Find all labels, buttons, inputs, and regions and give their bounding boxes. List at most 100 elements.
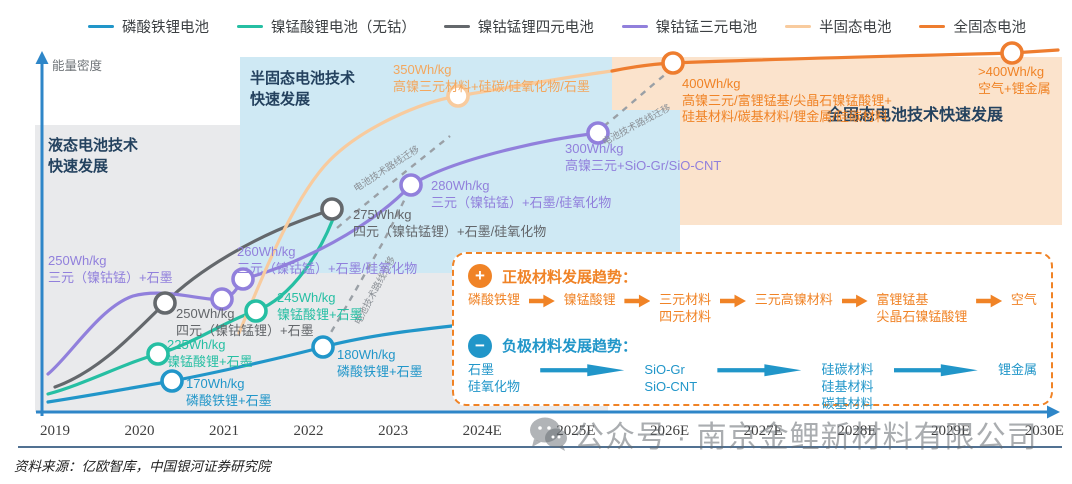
- material-solid-400-line2: 硅基材料/碳基材料/锂金属/硅碳材料: [682, 109, 888, 125]
- legend-item-quad: 镍钴锰锂四元电池: [443, 16, 594, 37]
- migration-dashed-line-3: [603, 72, 668, 127]
- x-axis-arrowhead: [1047, 405, 1060, 419]
- material-lfp-170: 磷酸铁锂+石墨: [186, 392, 272, 408]
- year-tick: 2030E: [1024, 423, 1064, 439]
- legend-label-semi: 半固态电池: [819, 20, 892, 36]
- year-tick: 2024E: [462, 423, 502, 439]
- anode-step-4: 锂金属: [998, 362, 1037, 379]
- year-tick: 2026E: [649, 423, 690, 439]
- point-label-lfp-170: 170Wh/kg 磷酸铁锂+石墨: [186, 376, 272, 409]
- year-tick: 2029E: [931, 423, 971, 439]
- marker-solid-400: [661, 51, 685, 75]
- cathode-step-4-line1: 三元高镍材料: [754, 292, 833, 307]
- legend-item-solid: 全固态电池: [919, 16, 1026, 37]
- source-note: 资料来源：亿欧智库，中国银河证券研究院: [14, 459, 271, 474]
- value-solid-400: 400Wh/kg: [682, 76, 741, 91]
- point-label-semi-350: 350Wh/kg 高镍三元材料+硅碳/硅氧化物/石墨: [393, 62, 590, 95]
- point-label-solid-400: 400Wh/kg 高镍三元/富锂锰基/尖晶石镍锰酸锂+ 硅基材料/碳基材料/锂金…: [682, 76, 892, 126]
- migration-dashed-line-2: [336, 135, 451, 229]
- right-arrow-icon: [528, 294, 555, 308]
- marker-semi-350: [446, 84, 470, 108]
- curve-semi-solid: [237, 69, 614, 335]
- anode-step-3: 硅碳材料 硅基材料 碳基材料: [822, 362, 874, 413]
- year-tick: 2027E: [743, 423, 783, 439]
- point-label-lnmo-225: 225Wh/kg 镍锰酸锂+石墨: [167, 337, 253, 370]
- right-arrow-icon: [540, 364, 625, 377]
- right-arrow-icon: [976, 294, 1003, 308]
- cathode-step-1: 磷酸铁锂: [468, 292, 520, 309]
- material-solid-400plus: 空气+锂金属: [978, 80, 1051, 96]
- phase-label-solid: 全固态电池技术快速发展: [827, 105, 1003, 127]
- plus-icon: +: [468, 264, 492, 288]
- wechat-icon: [530, 417, 567, 451]
- anode-step-2: SiO-Gr SiO-CNT: [644, 362, 697, 396]
- anode-step-4-line1: 锂金属: [997, 361, 1037, 377]
- watermark-text: 公众号 · 南京金鲤新材料有限公司: [574, 421, 1038, 454]
- legend-swatch-lnmo: [236, 24, 263, 29]
- material-ncm-280: 三元（镍钴锰）+石墨/硅氧化物: [431, 194, 612, 210]
- right-arrow-icon: [719, 294, 746, 308]
- watermark: 公众号 · 南京金鲤新材料有限公司: [528, 412, 1038, 456]
- value-lnmo-225: 225Wh/kg: [167, 337, 226, 352]
- legend-label-solid: 全固态电池: [953, 20, 1026, 36]
- phase-semi-line1: 半固态电池技术: [250, 70, 356, 87]
- legend-swatch-ncm: [621, 24, 648, 29]
- anode-title-row: − 负极材料发展趋势：: [468, 332, 1037, 360]
- region-semi-solid-battery-patch: [612, 110, 680, 273]
- marker-lnmo-225: [146, 342, 170, 366]
- material-lnmo-225: 镍锰酸锂+石墨: [167, 353, 253, 369]
- cathode-trend-title: 正极材料发展趋势：: [502, 268, 638, 286]
- material-ncm-300: 高镍三元+SiO-Gr/SiO-CNT: [565, 157, 722, 173]
- marker-ncm-300: [586, 121, 610, 145]
- legend-label-lnmo: 镍锰酸锂电池（无钴）: [270, 20, 416, 36]
- material-semi-350: 高镍三元材料+硅碳/硅氧化物/石墨: [393, 78, 590, 94]
- right-arrow-icon: [893, 364, 978, 377]
- curve-lfp: [46, 324, 454, 404]
- anode-step-1-line1: 石墨: [468, 361, 495, 377]
- marker-ncm-250: [210, 287, 234, 311]
- footer-separator-line: [18, 446, 1062, 448]
- cathode-step-5-line1: 富锂锰基: [876, 292, 929, 307]
- anode-step-3-line3: 碳基材料: [821, 395, 874, 411]
- marker-lfp-180: [311, 335, 335, 359]
- marker-lfp-170: [160, 369, 184, 393]
- migration-dashed-line-1: [323, 190, 411, 343]
- cathode-step-6: 空气: [1011, 292, 1037, 309]
- material-quad-275: 四元（镍钴锰锂）+石墨/硅氧化物: [353, 223, 547, 239]
- x-axis-tick-labels: 2019 2020 2021 2022 2023 2024E 2025E 202…: [40, 423, 1064, 440]
- legend-label-ncm: 镍钴锰三元电池: [655, 20, 758, 36]
- legend-label-quad: 镍钴锰锂四元电池: [477, 20, 594, 36]
- point-label-ncm-260: 260Wh/kg 三元（镍钴锰）+石墨/硅氧化物: [237, 244, 417, 277]
- material-trend-box: + 正极材料发展趋势： 磷酸铁锂 镍锰酸锂 三元材料 四元材料 三元高镍材料 富…: [452, 252, 1053, 411]
- point-label-solid-400plus: >400Wh/kg 空气+锂金属: [978, 64, 1051, 97]
- legend-swatch-quad: [443, 24, 470, 29]
- material-solid-400-line1: 高镍三元/富锂锰基/尖晶石镍锰酸锂+: [682, 92, 892, 108]
- right-arrow-icon: [717, 364, 802, 377]
- curve-quaternary: [53, 207, 334, 389]
- marker-quad-275: [320, 197, 344, 221]
- cathode-title-row: + 正极材料发展趋势：: [468, 262, 1037, 290]
- y-axis-label: 能量密度: [52, 59, 103, 73]
- cathode-step-3-line1: 三元材料: [659, 292, 712, 307]
- material-lnmo-245: 镍锰酸锂+石墨: [277, 306, 363, 322]
- phase-label-semi: 半固态电池技术 快速发展: [250, 68, 355, 110]
- cathode-step-5: 富锂锰基 尖晶石镍锰酸锂: [876, 292, 967, 326]
- value-ncm-280: 280Wh/kg: [431, 178, 490, 193]
- cathode-step-1-line1: 磷酸铁锂: [468, 292, 521, 307]
- anode-step-2-line2: SiO-CNT: [644, 378, 698, 394]
- y-axis-arrowhead: [35, 51, 49, 64]
- right-arrow-icon: [841, 294, 868, 308]
- legend: 磷酸铁锂电池 镍锰酸锂电池（无钴） 镍钴锰锂四元电池 镍钴锰三元电池 半固态电池…: [88, 16, 1026, 37]
- point-label-ncm-250: 250Wh/kg 三元（镍钴锰）+石墨: [48, 253, 173, 286]
- cathode-step-3: 三元材料 四元材料: [659, 292, 711, 326]
- region-all-solid-battery: [612, 57, 1062, 225]
- phase-label-liquid: 液态电池技术 快速发展: [48, 135, 138, 177]
- cathode-step-6-line1: 空气: [1010, 292, 1037, 307]
- year-tick: 2023: [378, 423, 409, 439]
- cathode-step-2-line1: 镍锰酸锂: [563, 292, 616, 307]
- minus-icon: −: [468, 333, 492, 358]
- legend-label-lfp: 磷酸铁锂电池: [122, 20, 209, 36]
- marker-ncm-260: [231, 267, 255, 291]
- point-label-lnmo-245: 245Wh/kg 镍锰酸锂+石墨: [277, 290, 363, 323]
